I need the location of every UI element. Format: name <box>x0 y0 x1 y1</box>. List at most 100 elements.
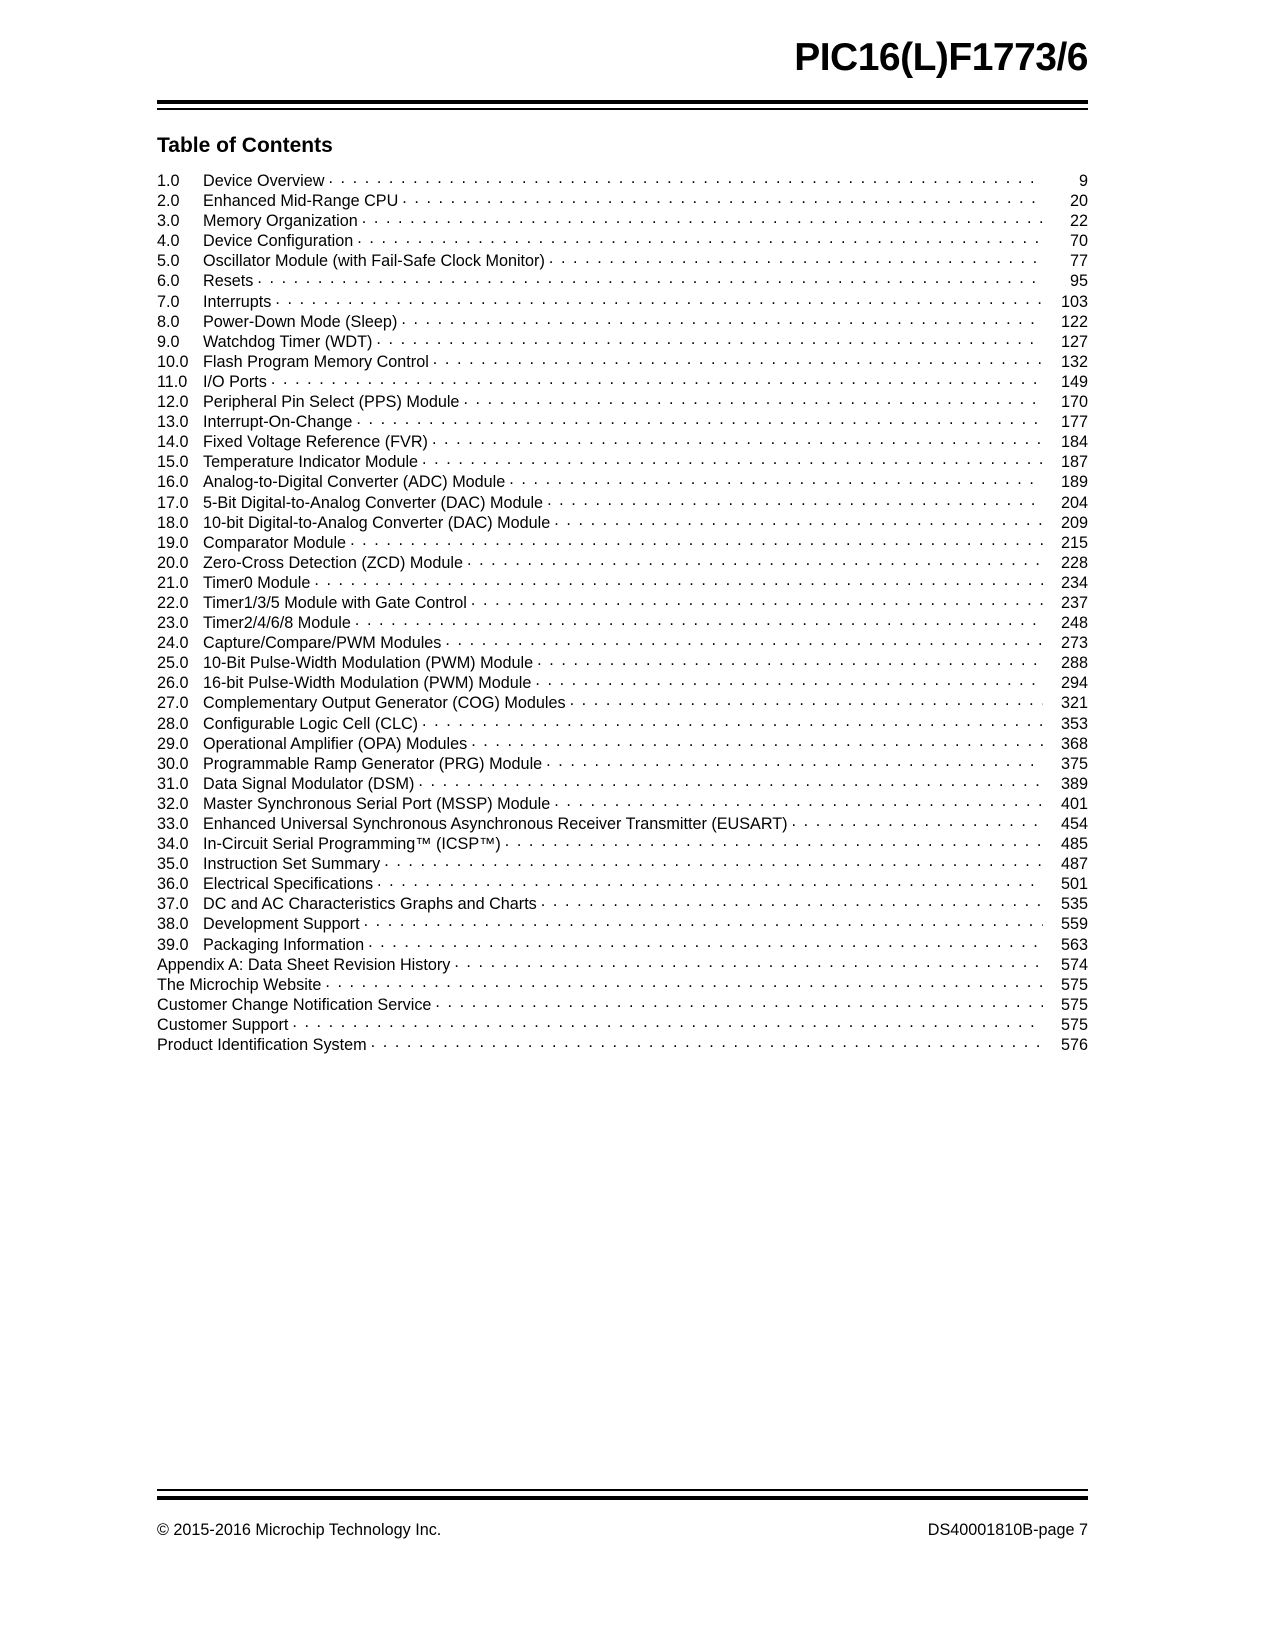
toc-leader-dots <box>275 291 1043 307</box>
toc-entry[interactable]: Product Identification System 576 <box>157 1034 1088 1054</box>
toc-entry[interactable]: 32.0 Master Synchronous Serial Port (MSSP… <box>157 793 1088 813</box>
toc-entry[interactable]: 30.0 Programmable Ramp Generator (PRG) Mo… <box>157 753 1088 773</box>
toc-entry[interactable]: 11.0 I/O Ports 149 <box>157 371 1088 391</box>
document-footer: © 2015-2016 Microchip Technology Inc. DS… <box>157 1520 1088 1540</box>
toc-entry-number: 3.0 <box>157 212 180 231</box>
toc-entry[interactable]: 8.0 Power-Down Mode (Sleep) 122 <box>157 311 1088 331</box>
toc-leader-dots <box>463 391 1043 407</box>
toc-entry[interactable]: 6.0 Resets 95 <box>157 270 1088 290</box>
toc-entry[interactable]: 26.0 16-bit Pulse-Width Modulation (PWM) … <box>157 672 1088 692</box>
toc-entry[interactable]: 38.0 Development Support 559 <box>157 913 1088 933</box>
toc-entry[interactable]: 10.0 Flash Program Memory Control 132 <box>157 351 1088 371</box>
toc-entry[interactable]: 31.0 Data Signal Modulator (DSM) 389 <box>157 773 1088 793</box>
toc-entry-page-number: 209 <box>1060 513 1088 532</box>
toc-entry[interactable]: 33.0 Enhanced Universal Synchronous Async… <box>157 813 1088 833</box>
toc-entry[interactable]: 39.0 Packaging Information 563 <box>157 934 1088 954</box>
toc-entry-page-number: 401 <box>1060 794 1088 813</box>
toc-entry-page-number: 575 <box>1060 1015 1088 1034</box>
toc-leader-dots <box>402 190 1043 206</box>
toc-entry-label: Temperature Indicator Module <box>203 453 419 472</box>
toc-entry[interactable]: 19.0 Comparator Module 215 <box>157 532 1088 552</box>
toc-entry-page-number: 576 <box>1060 1036 1088 1055</box>
toc-entry-page-number: 184 <box>1060 433 1088 452</box>
toc-entry-label: Configurable Logic Cell (CLC) <box>203 714 419 733</box>
toc-entry-page-number: 228 <box>1060 553 1088 572</box>
toc-leader-dots <box>509 471 1043 487</box>
toc-entry[interactable]: 20.0 Zero-Cross Detection (ZCD) Module 228 <box>157 552 1088 572</box>
toc-entry[interactable]: 21.0 Timer0 Module 234 <box>157 572 1088 592</box>
toc-entry-page-number: 70 <box>1069 232 1088 251</box>
toc-leader-dots <box>362 210 1043 226</box>
toc-leader-dots <box>292 1014 1043 1030</box>
toc-entry[interactable]: 18.0 10-bit Digital-to-Analog Converter (… <box>157 512 1088 532</box>
footer-document-id: DS40001810B-page 7 <box>927 1521 1088 1539</box>
toc-entry-number: 4.0 <box>157 232 180 251</box>
toc-entry-page-number: 563 <box>1060 935 1088 954</box>
toc-entry-number: 18.0 <box>157 513 189 532</box>
footer-rule-thin <box>157 1489 1088 1491</box>
toc-entry[interactable]: 36.0 Electrical Specifications 501 <box>157 873 1088 893</box>
toc-entry-label: The Microchip Website <box>157 975 322 994</box>
toc-entry[interactable]: 28.0 Configurable Logic Cell (CLC) 353 <box>157 713 1088 733</box>
toc-leader-dots <box>471 733 1043 749</box>
toc-entry-number: 23.0 <box>157 614 189 633</box>
toc-entry[interactable]: 3.0 Memory Organization 22 <box>157 210 1088 230</box>
toc-entry-number: 28.0 <box>157 714 189 733</box>
toc-entry[interactable]: Customer Support 575 <box>157 1014 1088 1034</box>
toc-entry[interactable]: Appendix A: Data Sheet Revision History 5… <box>157 954 1088 974</box>
footer-copyright: © 2015-2016 Microchip Technology Inc. <box>157 1521 442 1539</box>
toc-entry-label: Fixed Voltage Reference (FVR) <box>203 433 428 452</box>
toc-entry[interactable]: 2.0 Enhanced Mid-Range CPU 20 <box>157 190 1088 210</box>
toc-entry[interactable]: 13.0 Interrupt-On-Change 177 <box>157 411 1088 431</box>
toc-entry-number: 36.0 <box>157 875 189 894</box>
toc-entry[interactable]: 1.0 Device Overview 9 <box>157 170 1088 190</box>
toc-entry[interactable]: 23.0 Timer2/4/6/8 Module 248 <box>157 612 1088 632</box>
toc-entry[interactable]: 35.0 Instruction Set Summary 487 <box>157 853 1088 873</box>
toc-entry-label: Programmable Ramp Generator (PRG) Module <box>203 754 543 773</box>
toc-entry[interactable]: 12.0 Peripheral Pin Select (PPS) Module 17… <box>157 391 1088 411</box>
toc-entry-number: 20.0 <box>157 553 189 572</box>
toc-entry-number: 21.0 <box>157 573 189 592</box>
toc-entry-page-number: 273 <box>1060 634 1088 653</box>
toc-entry[interactable]: Customer Change Notification Service 575 <box>157 994 1088 1014</box>
toc-entry[interactable]: 4.0 Device Configuration 70 <box>157 230 1088 250</box>
toc-entry-number: 24.0 <box>157 634 189 653</box>
toc-entry-label: Device Overview <box>203 172 325 190</box>
toc-entry[interactable]: 29.0 Operational Amplifier (OPA) Modules 3… <box>157 733 1088 753</box>
toc-entry-page-number: 95 <box>1069 272 1088 291</box>
toc-entry-number: 35.0 <box>157 855 189 874</box>
toc-entry-page-number: 149 <box>1060 372 1088 391</box>
toc-leader-dots <box>314 572 1043 588</box>
table-of-contents-heading: Table of Contents <box>157 134 333 157</box>
toc-entry-label: Resets <box>203 272 254 291</box>
toc-entry[interactable]: 9.0 Watchdog Timer (WDT) 127 <box>157 331 1088 351</box>
toc-entry-page-number: 559 <box>1060 915 1088 934</box>
toc-entry-page-number: 574 <box>1060 955 1088 974</box>
toc-entry-label: Complementary Output Generator (COG) Mod… <box>203 694 566 713</box>
toc-entry-label: Device Configuration <box>203 232 354 251</box>
toc-entry[interactable]: 22.0 Timer1/3/5 Module with Gate Control 2… <box>157 592 1088 612</box>
toc-entry[interactable]: 5.0 Oscillator Module (with Fail-Safe Clo… <box>157 250 1088 270</box>
toc-entry[interactable]: 15.0 Temperature Indicator Module 187 <box>157 451 1088 471</box>
toc-entry[interactable]: 25.0 10-Bit Pulse-Width Modulation (PWM) … <box>157 652 1088 672</box>
toc-entry-label: 10-Bit Pulse-Width Modulation (PWM) Modu… <box>203 654 534 673</box>
toc-leader-dots <box>554 512 1043 528</box>
toc-entry[interactable]: 16.0 Analog-to-Digital Converter (ADC) Mo… <box>157 471 1088 491</box>
toc-entry[interactable]: 24.0 Capture/Compare/PWM Modules 273 <box>157 632 1088 652</box>
toc-entry[interactable]: 37.0 DC and AC Characteristics Graphs and… <box>157 893 1088 913</box>
toc-leader-dots <box>325 974 1043 990</box>
toc-entry[interactable]: The Microchip Website 575 <box>157 974 1088 994</box>
toc-entry-label: Customer Support <box>157 1015 289 1034</box>
toc-entry-page-number: 288 <box>1060 654 1088 673</box>
toc-entry[interactable]: 34.0 In-Circuit Serial Programming™ (ICSP… <box>157 833 1088 853</box>
toc-entry[interactable]: 27.0 Complementary Output Generator (COG)… <box>157 692 1088 712</box>
toc-entry[interactable]: 14.0 Fixed Voltage Reference (FVR) 184 <box>157 431 1088 451</box>
toc-entry[interactable]: 17.0 5-Bit Digital-to-Analog Converter (D… <box>157 492 1088 512</box>
toc-entry-number: 27.0 <box>157 694 189 713</box>
header-rule-thin <box>157 108 1088 110</box>
toc-entry[interactable]: 7.0 Interrupts 103 <box>157 291 1088 311</box>
toc-entry-label: Operational Amplifier (OPA) Modules <box>203 734 468 753</box>
toc-entry-number: 39.0 <box>157 935 189 954</box>
toc-entry-label: Power-Down Mode (Sleep) <box>203 312 398 331</box>
toc-entry-label: Flash Program Memory Control <box>203 352 429 371</box>
